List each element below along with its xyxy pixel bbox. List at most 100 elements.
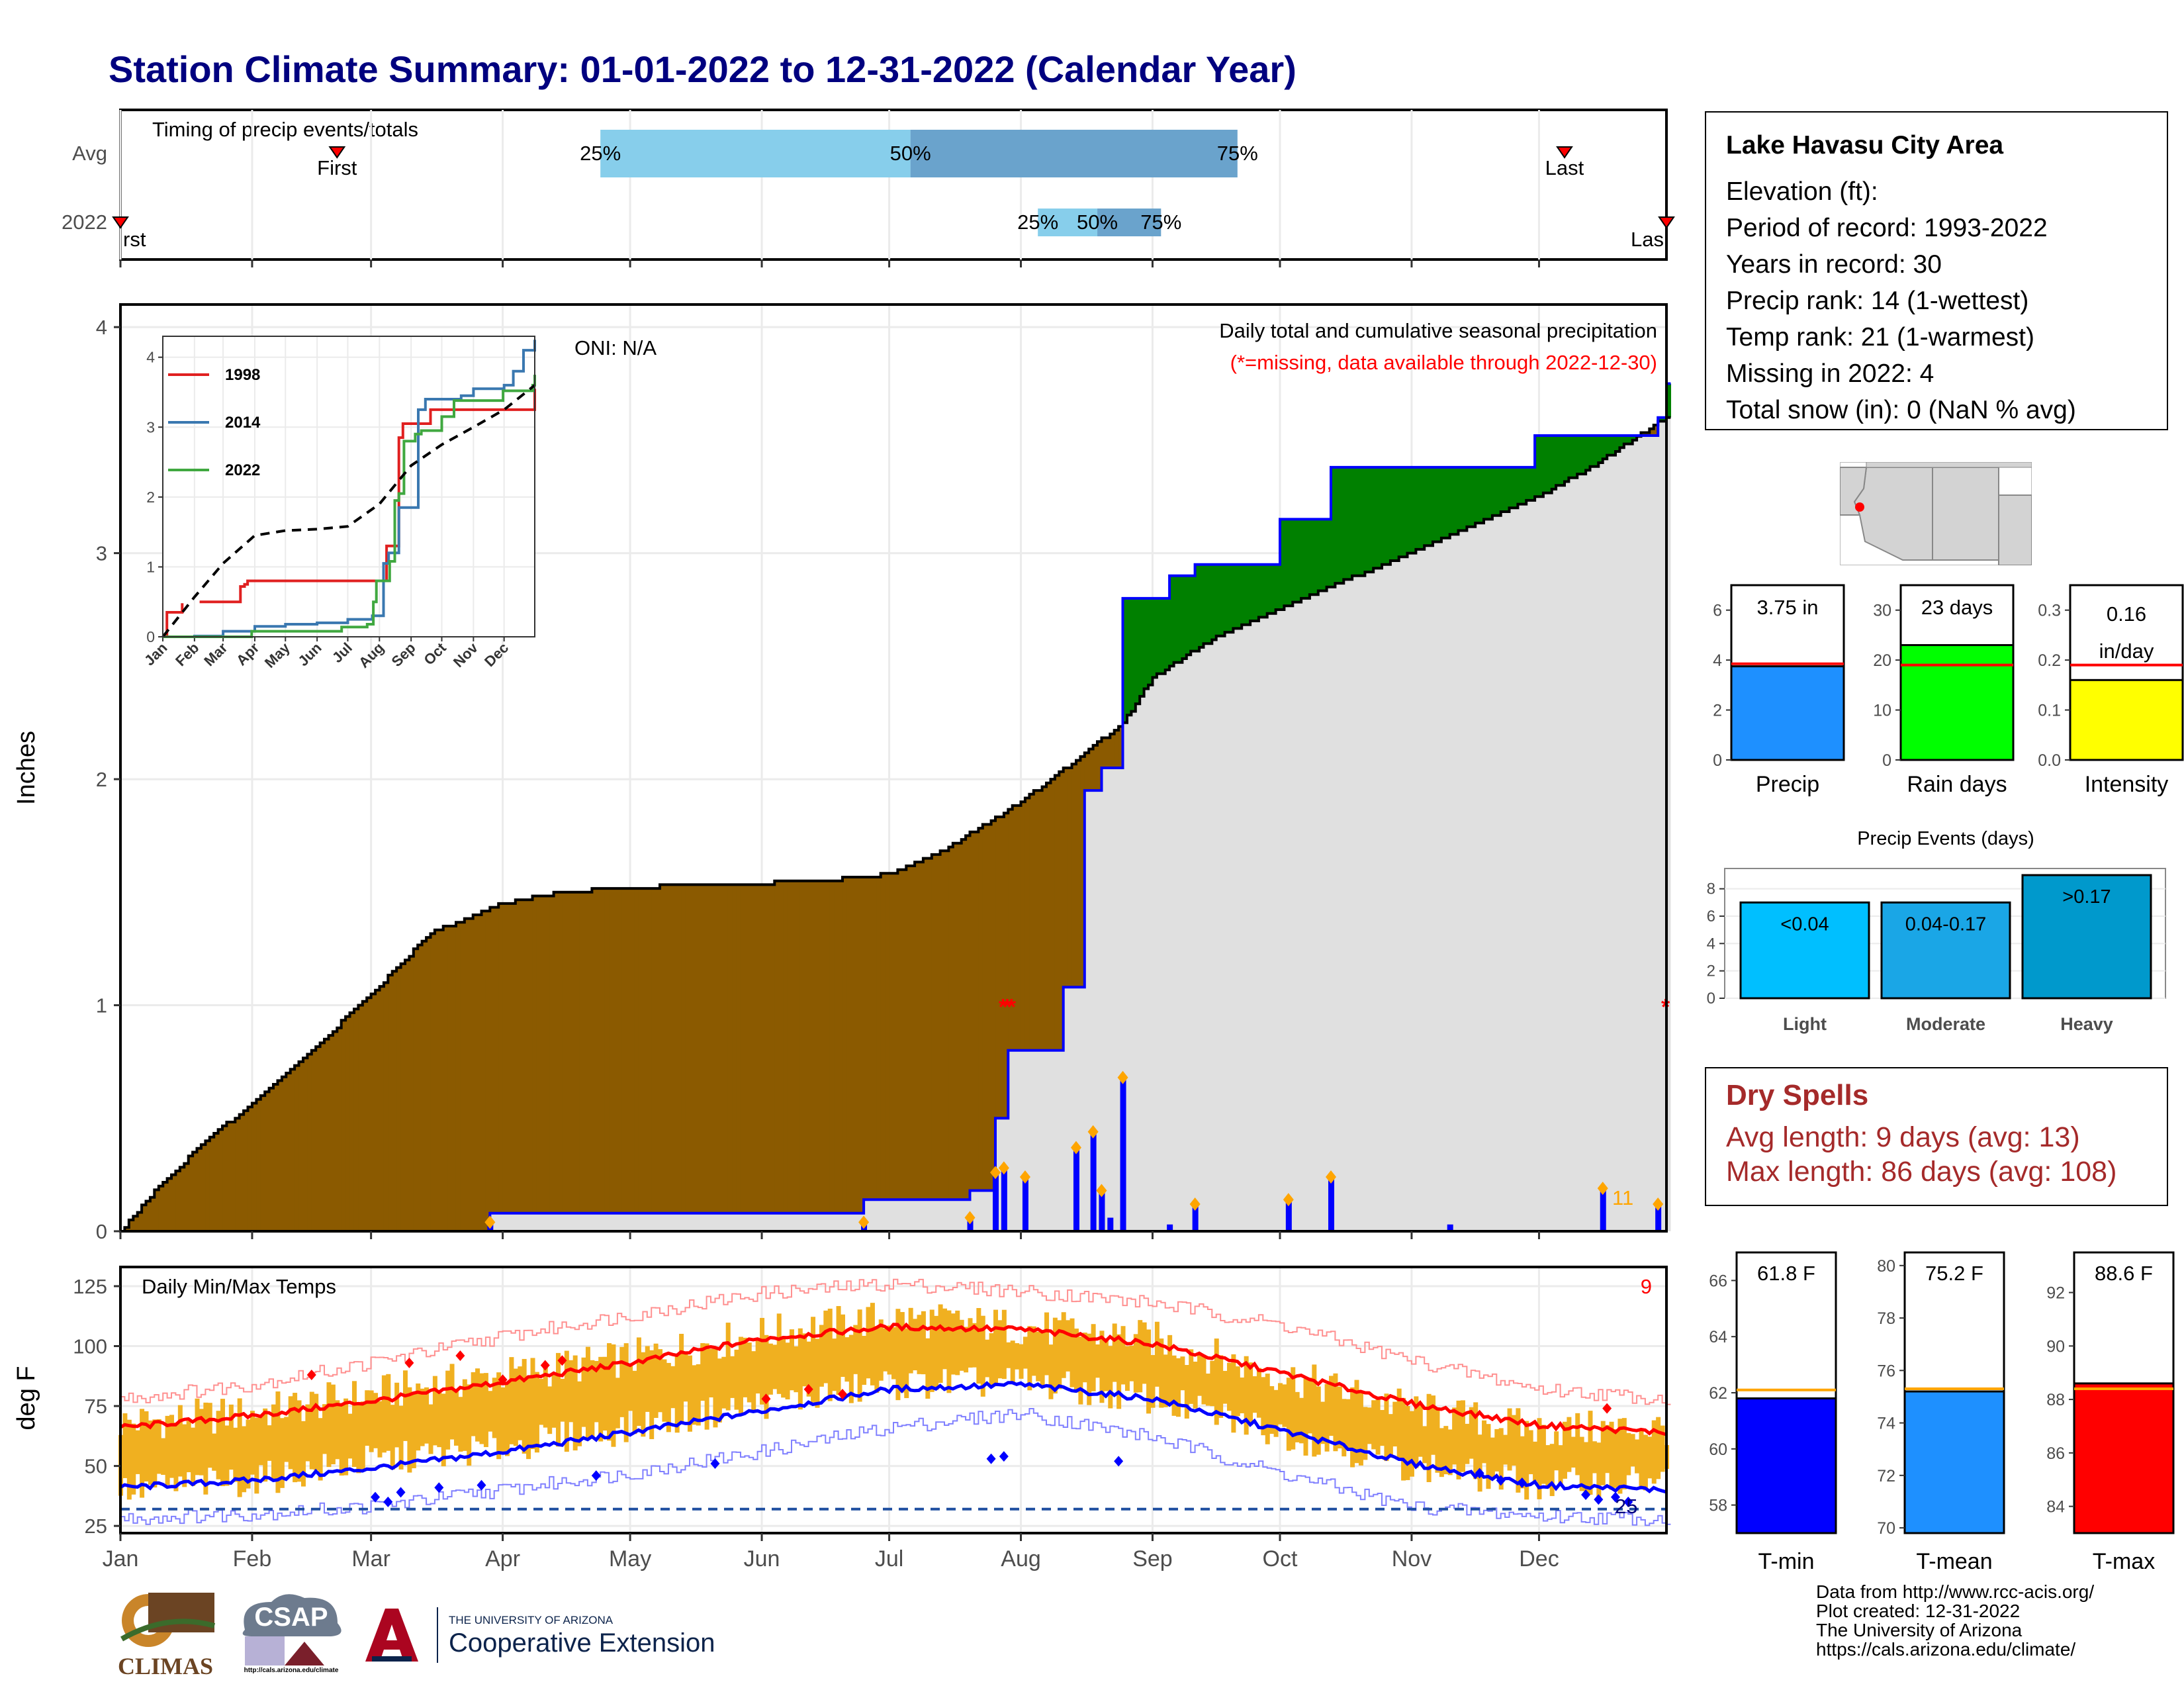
daily-temp-range: [1558, 1445, 1563, 1486]
below-average-area: [371, 994, 376, 1231]
daily-temp-range: [1312, 1364, 1317, 1457]
daily-temp-range: [148, 1420, 153, 1485]
climas-logo: CLIMAS: [109, 1586, 222, 1680]
above-average-area: [1284, 519, 1289, 606]
daily-temp-range: [1197, 1353, 1203, 1396]
timing-title: Timing of precip events/totals: [152, 118, 418, 141]
daily-temp-range: [1226, 1362, 1232, 1411]
record-low-marker: [1114, 1456, 1124, 1467]
above-average-area: [1275, 564, 1281, 610]
inset-ytick-label: 3: [146, 418, 155, 436]
above-average-area: [1543, 436, 1548, 493]
below-average-area: [919, 862, 924, 1200]
daily-temp-range: [878, 1319, 884, 1381]
daily-temp-range: [1240, 1377, 1245, 1413]
daily-temp-range: [224, 1425, 230, 1486]
month-label: Sep: [1132, 1546, 1173, 1571]
below-average-area: [634, 888, 639, 1213]
below-average-area: [1054, 775, 1060, 1051]
daily-temp-range: [904, 1328, 909, 1399]
daily-temp-range: [1635, 1439, 1640, 1474]
below-average-area: [1063, 768, 1068, 988]
daily-temp-range: [513, 1368, 518, 1446]
timing-last-label-avg: Last: [1545, 156, 1584, 179]
above-average-area: [1288, 519, 1293, 606]
record-low-marker: [999, 1451, 1009, 1462]
tempbar-ytick-label-tmax: 92: [2046, 1284, 2065, 1303]
daily-temp-range: [1248, 1362, 1253, 1425]
daily-temp-range: [1562, 1421, 1567, 1479]
below-average-area: [418, 945, 423, 1231]
daily-temp-range: [551, 1374, 557, 1428]
above-average-area: [1373, 467, 1379, 569]
daily-temp-range: [776, 1313, 782, 1394]
below-average-area: [872, 877, 877, 1200]
daily-temp-range: [437, 1390, 442, 1448]
daily-temp-range: [1520, 1436, 1525, 1489]
daily-temp-range: [458, 1397, 463, 1452]
above-average-area: [1632, 436, 1637, 440]
inset-frame: [162, 336, 535, 637]
below-average-area: [150, 1197, 155, 1231]
tempbar-ytick-label-tmean: 76: [1877, 1362, 1895, 1380]
daily-temp-range: [1541, 1425, 1546, 1484]
above-average-area: [1347, 467, 1353, 580]
below-average-area: [587, 892, 592, 1213]
daily-temp-range: [709, 1348, 714, 1397]
daily-temp-range: [182, 1424, 187, 1487]
daily-temp-range: [305, 1404, 310, 1462]
above-average-area: [1254, 564, 1259, 622]
daily-temp-range: [1503, 1434, 1508, 1465]
above-average-area: [1369, 467, 1374, 573]
daily-temp-range: [713, 1348, 718, 1428]
daily-temp-range: [279, 1418, 285, 1488]
above-average-area: [1454, 467, 1459, 535]
below-average-area: [901, 869, 907, 1200]
daily-temp-range: [1078, 1336, 1083, 1405]
below-average-area: [749, 884, 754, 1213]
below-average-area: [367, 998, 372, 1231]
below-average-area: [592, 888, 597, 1213]
record-high-marker: [306, 1369, 316, 1380]
below-average-area: [494, 907, 499, 1213]
above-average-area: [1484, 467, 1489, 520]
above-average-area: [1126, 598, 1132, 716]
above-average-area: [1318, 519, 1323, 591]
daily-temp-range: [207, 1403, 212, 1468]
below-average-area: [796, 880, 801, 1213]
events-range-heavy: >0.17: [2062, 886, 2111, 908]
map-texas: [1998, 494, 2032, 565]
below-average-area: [1075, 760, 1081, 988]
daily-temp-range: [585, 1346, 590, 1440]
daily-temp-range: [1647, 1436, 1653, 1479]
daily-temp-range: [823, 1310, 829, 1383]
below-average-area: [1649, 428, 1655, 436]
daily-temp-range: [751, 1351, 756, 1412]
events-bar-light: [1739, 901, 1870, 1000]
below-average-area: [1042, 786, 1047, 1051]
daily-temp-range: [547, 1386, 553, 1434]
above-average-area: [1666, 383, 1672, 418]
daily-temp-range: [1570, 1436, 1576, 1468]
below-average-area: [209, 1137, 214, 1231]
event-marker: [998, 1161, 1009, 1175]
daily-temp-range: [1069, 1318, 1075, 1387]
csap-logo: CSAP http://cals.arizona.edu/climate: [232, 1589, 351, 1681]
daily-temp-range: [471, 1372, 476, 1436]
daily-temp-range: [628, 1365, 633, 1411]
above-average-area: [1500, 467, 1506, 512]
record-high-marker: [557, 1355, 567, 1366]
tempbar-ytick-label-tmax: 84: [2046, 1498, 2065, 1517]
summary-label-precip: Precip: [1756, 772, 1819, 797]
timing-bar-upper-y2022: [1097, 209, 1161, 236]
above-average-area: [1433, 467, 1438, 542]
daily-temp-range: [500, 1387, 506, 1452]
below-average-area: [723, 884, 729, 1213]
below-average-area: [982, 824, 987, 1191]
daily-temp-range: [1324, 1383, 1330, 1452]
above-average-area: [1263, 564, 1268, 618]
tempbar-ytick-label-tmax: 88: [2046, 1391, 2065, 1409]
credit-url: https://cals.arizona.edu/climate/: [1816, 1639, 2076, 1660]
daily-temp-range: [1579, 1436, 1584, 1491]
below-average-area: [660, 884, 665, 1213]
